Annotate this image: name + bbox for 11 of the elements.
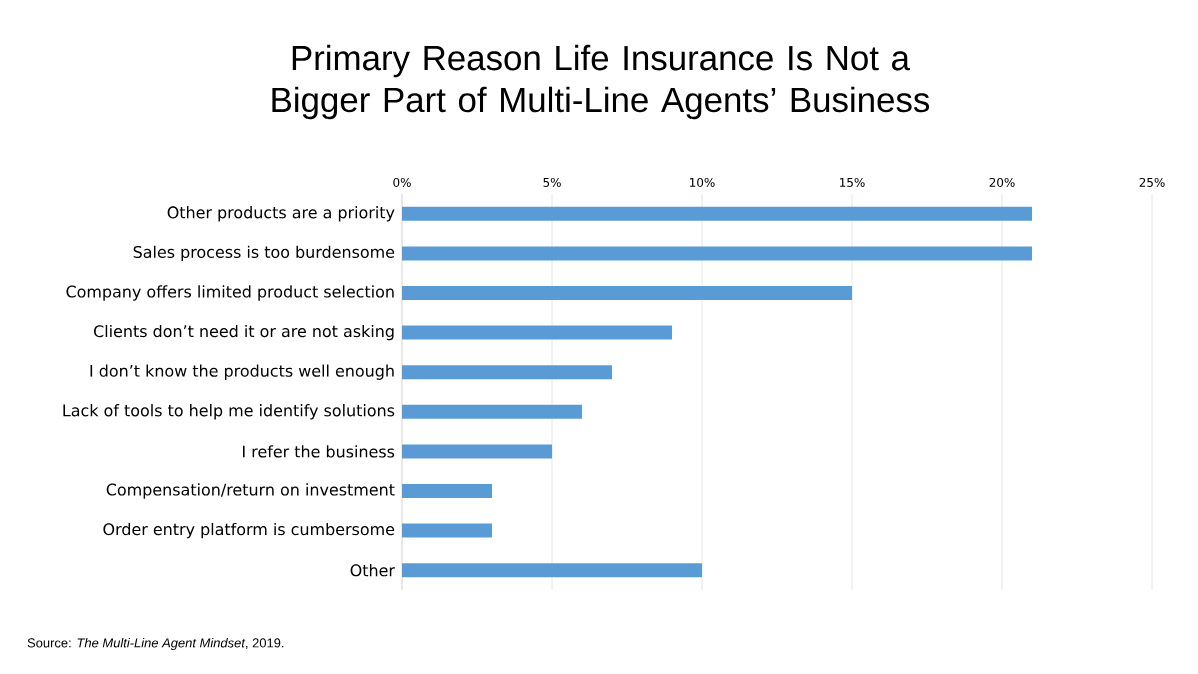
bar xyxy=(402,484,493,498)
bar xyxy=(402,325,673,340)
bar xyxy=(402,206,1033,221)
chart-title: Primary Reason Life Insurance Is Not a Bigger Part of Multi-Line Agents’ Business xyxy=(272,44,930,120)
bar xyxy=(402,444,553,459)
bar xyxy=(402,365,613,380)
bar xyxy=(402,246,1033,261)
bar xyxy=(402,563,703,578)
bar xyxy=(402,523,493,538)
bar xyxy=(402,404,583,419)
bar xyxy=(402,286,853,300)
